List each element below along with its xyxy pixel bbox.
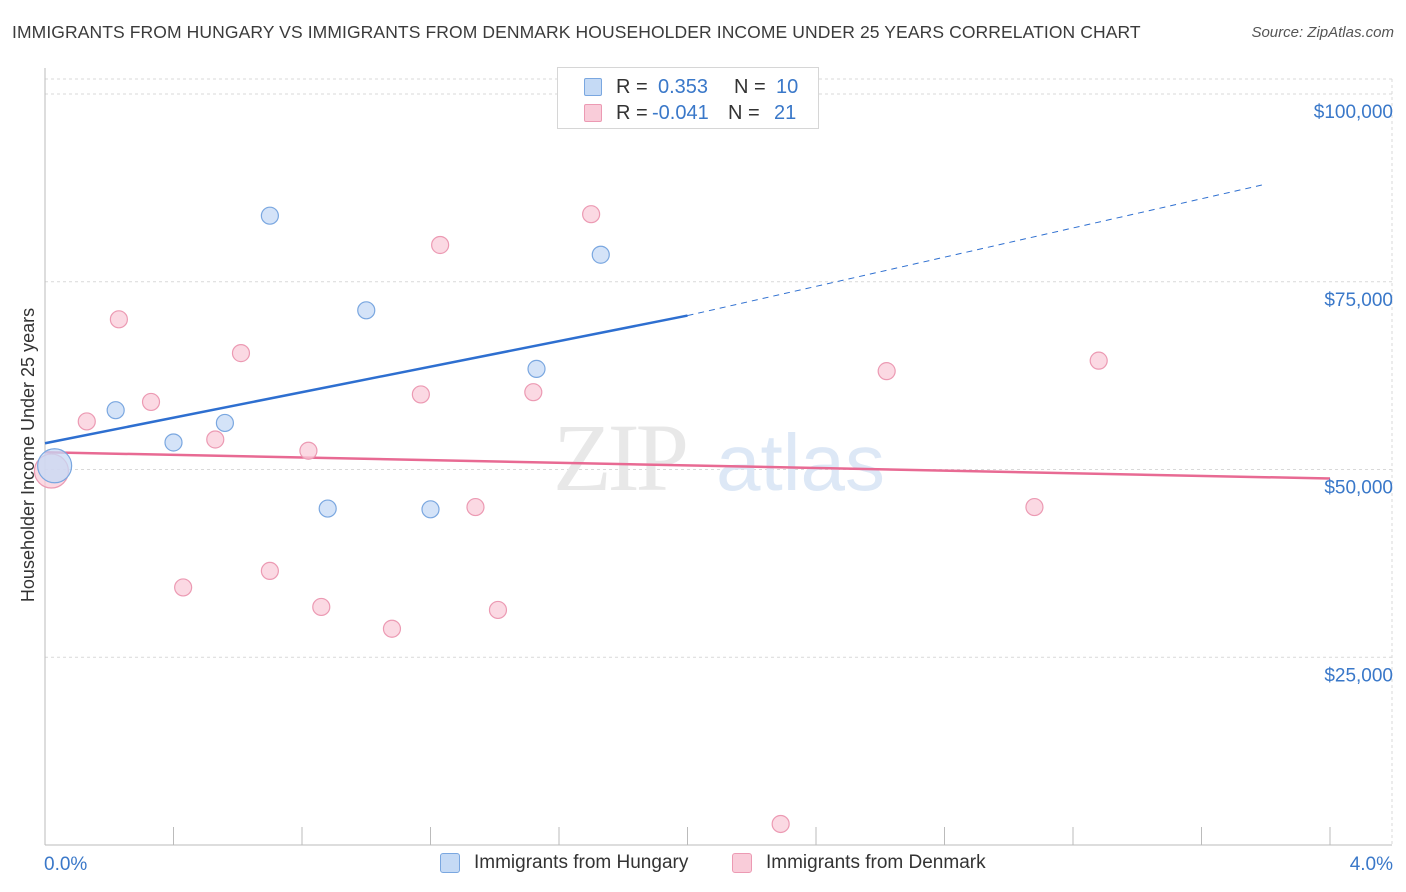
legend-n-label: N = bbox=[734, 75, 766, 98]
point-hungary bbox=[357, 301, 376, 320]
point-denmark bbox=[260, 561, 279, 580]
x-tick-labels: 0.0% 4.0% bbox=[44, 854, 1393, 875]
point-denmark bbox=[299, 441, 318, 460]
legend-r-value: 0.353 bbox=[658, 75, 709, 98]
point-hungary bbox=[527, 359, 546, 378]
point-hungary bbox=[106, 401, 125, 420]
point-denmark bbox=[1025, 497, 1044, 517]
legend-label-denmark: Immigrants from Denmark bbox=[766, 852, 986, 873]
point-denmark bbox=[488, 600, 508, 620]
y-tick-label: $25,000 bbox=[1324, 665, 1393, 686]
point-denmark bbox=[1089, 351, 1108, 370]
point-hungary bbox=[260, 206, 279, 225]
x-tick-label: 4.0% bbox=[1350, 854, 1393, 875]
point-hungary bbox=[164, 433, 183, 452]
series-legend: Immigrants from Hungary Immigrants from … bbox=[0, 852, 1406, 878]
point-denmark bbox=[524, 383, 543, 402]
stats-legend: R = 0.353 N = 10 R = -0.041 N = 21 bbox=[557, 67, 819, 129]
point-denmark bbox=[109, 310, 128, 329]
y-tick-label: $50,000 bbox=[1324, 478, 1393, 499]
gridlines bbox=[45, 78, 1393, 845]
legend-n-value: 21 bbox=[774, 101, 797, 124]
trend-line-hungary-projection bbox=[687, 183, 1266, 317]
watermark: ZIP atlas bbox=[553, 404, 885, 511]
legend-r-value: -0.041 bbox=[652, 101, 709, 124]
y-tick-label: $100,000 bbox=[1314, 102, 1393, 123]
trend-line-hungary bbox=[44, 314, 688, 445]
legend-label-hungary: Immigrants from Hungary bbox=[474, 852, 689, 873]
trend-lines bbox=[44, 183, 1331, 480]
legend-item-denmark[interactable]: Immigrants from Denmark bbox=[732, 852, 986, 874]
point-hungary bbox=[591, 245, 610, 264]
point-denmark bbox=[141, 392, 161, 412]
point-denmark bbox=[174, 578, 193, 597]
watermark-zip: ZIP bbox=[553, 404, 686, 511]
point-denmark bbox=[231, 344, 251, 363]
point-hungary bbox=[421, 500, 440, 519]
watermark-atlas: atlas bbox=[716, 418, 885, 507]
legend-r-label: R = bbox=[616, 75, 648, 98]
point-denmark bbox=[877, 362, 896, 381]
legend-swatch-hungary bbox=[440, 853, 460, 873]
legend-r-label: R = bbox=[616, 101, 648, 124]
point-denmark bbox=[312, 597, 331, 617]
legend-swatch-hungary bbox=[584, 78, 602, 96]
point-hungary bbox=[37, 448, 73, 484]
data-points bbox=[33, 205, 1108, 834]
point-denmark bbox=[206, 430, 225, 449]
point-denmark bbox=[771, 814, 790, 834]
legend-n-label: N = bbox=[728, 101, 760, 124]
legend-row-hungary: R = 0.353 N = 10 bbox=[584, 75, 798, 99]
point-hungary bbox=[318, 499, 337, 518]
point-denmark bbox=[411, 385, 430, 404]
point-denmark bbox=[77, 412, 96, 431]
legend-row-denmark: R = -0.041 N = 21 bbox=[584, 101, 796, 125]
point-denmark bbox=[431, 235, 450, 255]
y-tick-label: $75,000 bbox=[1324, 290, 1393, 311]
trend-line-denmark bbox=[44, 450, 1331, 480]
y-axis-label: Householder Income Under 25 years bbox=[18, 308, 38, 602]
legend-swatch-denmark bbox=[584, 104, 602, 122]
legend-swatch-denmark bbox=[732, 853, 752, 873]
x-tick-label: 0.0% bbox=[44, 854, 87, 875]
y-tick-labels: $25,000 $50,000 $75,000 $100,000 bbox=[1314, 102, 1393, 686]
point-hungary bbox=[215, 413, 234, 433]
legend-item-hungary[interactable]: Immigrants from Hungary bbox=[440, 852, 688, 874]
point-denmark bbox=[466, 497, 485, 517]
point-denmark bbox=[382, 619, 402, 638]
point-denmark bbox=[582, 205, 601, 224]
source-label: Source: ZipAtlas.com bbox=[1251, 24, 1394, 41]
chart-title: IMMIGRANTS FROM HUNGARY VS IMMIGRANTS FR… bbox=[12, 22, 1141, 42]
legend-n-value: 10 bbox=[776, 75, 799, 98]
